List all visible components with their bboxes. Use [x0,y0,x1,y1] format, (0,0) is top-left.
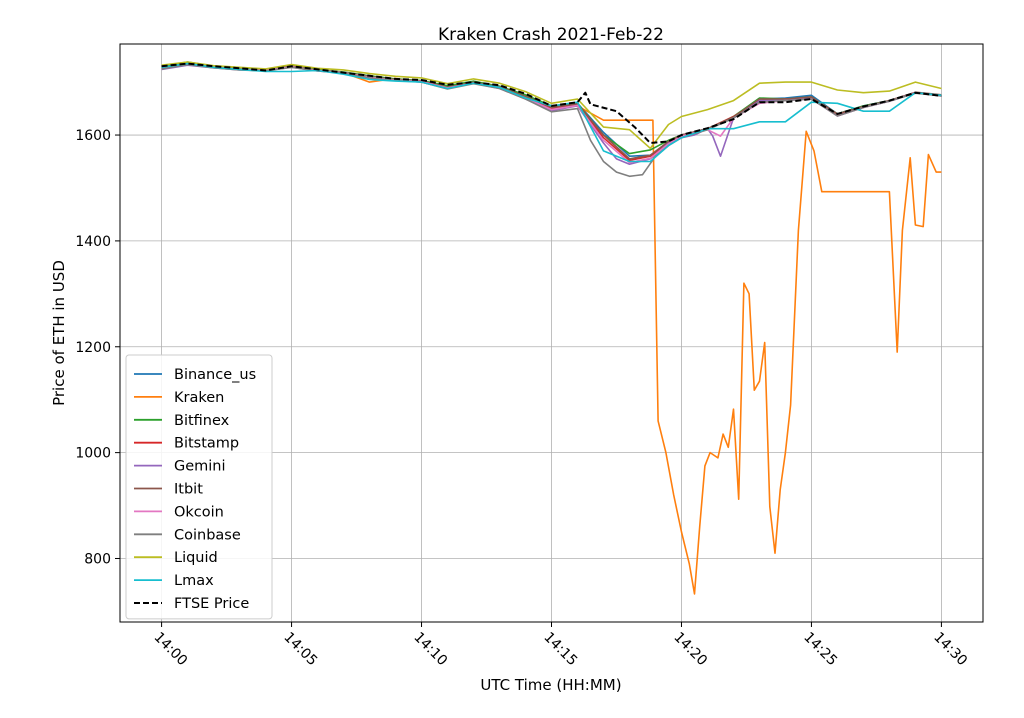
series-layer [161,61,942,595]
x-tick-label: 14:10 [410,629,450,669]
x-tick-label: 14:00 [150,629,190,669]
legend-label: Lmax [174,573,214,589]
x-axis-label: UTC Time (HH:MM) [480,676,621,694]
legend-label: Itbit [174,482,203,498]
y-tick-label: 1000 [75,446,111,462]
y-tick-label: 800 [84,551,111,567]
legend-label: Binance_us [174,367,256,383]
x-tick-label: 14:30 [930,629,970,669]
legend-label: Bitfinex [174,413,230,429]
legend: Binance_us Kraken Bitfinex Bitstamp Gemini It… [125,354,273,620]
legend-box [125,354,273,620]
legend-label: Liquid [174,550,218,566]
grid-layer [120,44,983,622]
series-line-ftse-price [161,62,942,144]
legend-label: Coinbase [174,527,241,543]
series-line-liquid [161,61,942,150]
x-tick-label: 14:15 [540,629,580,669]
x-tick-label: 14:05 [280,629,320,669]
x-tick-label: 14:25 [800,629,840,669]
legend-label: Gemini [174,459,226,475]
series-line-coinbase [161,63,942,178]
y-tick-label: 1200 [75,340,111,356]
legend-label: FTSE Price [174,596,249,612]
y-axis-label: Price of ETH in USD [50,260,68,406]
y-tick-label: 1600 [75,128,111,144]
legend-label: Okcoin [174,504,224,520]
legend-label: Bitstamp [174,436,239,452]
y-tick-label: 1400 [75,234,111,250]
legend-label: Kraken [174,390,224,406]
x-tick-label: 14:20 [670,629,710,669]
chart-title: Kraken Crash 2021-Feb-22 [438,25,664,45]
